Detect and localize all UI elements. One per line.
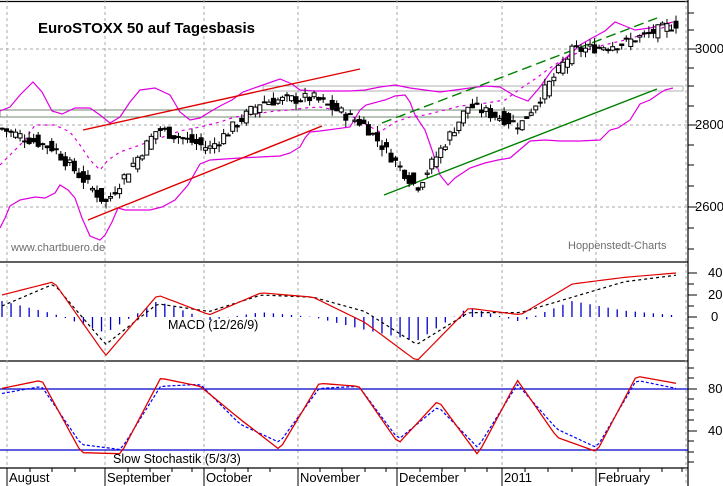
candlesticks bbox=[0, 15, 679, 209]
stoch-label: Slow Stochastik (5/3/3) bbox=[113, 452, 241, 466]
axis-ticks bbox=[688, 12, 697, 463]
stoch-d-line bbox=[1, 380, 677, 451]
lower-band bbox=[0, 87, 674, 241]
trend-channels bbox=[82, 17, 658, 221]
macd-tick-20: 20 bbox=[708, 287, 723, 302]
green-channel-lower bbox=[383, 88, 658, 196]
stoch-levels bbox=[0, 388, 688, 451]
watermark-hoppenstedt: Hoppenstedt-Charts bbox=[568, 240, 667, 252]
month-february: February bbox=[598, 470, 651, 485]
macd-label: MACD (12/26/9) bbox=[168, 318, 259, 332]
watermark-chartbuero: www.chartbuero.de bbox=[11, 242, 106, 254]
red-channel-lower bbox=[87, 125, 323, 221]
middle-band bbox=[0, 24, 674, 171]
vertical-grid bbox=[6, 0, 687, 486]
price-tick-2800: 2800 bbox=[695, 117, 723, 132]
month-october: October bbox=[206, 470, 253, 485]
stoch-k-line bbox=[1, 376, 677, 455]
month-september: September bbox=[107, 470, 171, 485]
stoch-tick-80: 80 bbox=[708, 381, 723, 396]
month-august: August bbox=[9, 470, 50, 485]
macd-line bbox=[1, 272, 677, 361]
month-november: November bbox=[300, 470, 360, 485]
red-channel-upper bbox=[82, 68, 361, 131]
macd-histogram bbox=[1, 301, 673, 341]
month-december: December bbox=[399, 470, 459, 485]
price-tick-2600: 2600 bbox=[695, 199, 723, 214]
green-channel-upper bbox=[381, 17, 658, 124]
macd-signal-line bbox=[1, 274, 677, 346]
price-tick-3000: 3000 bbox=[695, 41, 723, 56]
stoch-tick-40: 40 bbox=[708, 423, 723, 438]
panel-frames bbox=[0, 0, 689, 486]
chart-title: EuroSTOXX 50 auf Tagesbasis bbox=[38, 20, 256, 37]
macd-tick-40: 40 bbox=[708, 265, 723, 280]
price-grid bbox=[0, 48, 688, 208]
macd-tick-0: 0 bbox=[711, 309, 719, 324]
month-ticks bbox=[6, 468, 683, 486]
month-2011: 2011 bbox=[504, 470, 532, 485]
